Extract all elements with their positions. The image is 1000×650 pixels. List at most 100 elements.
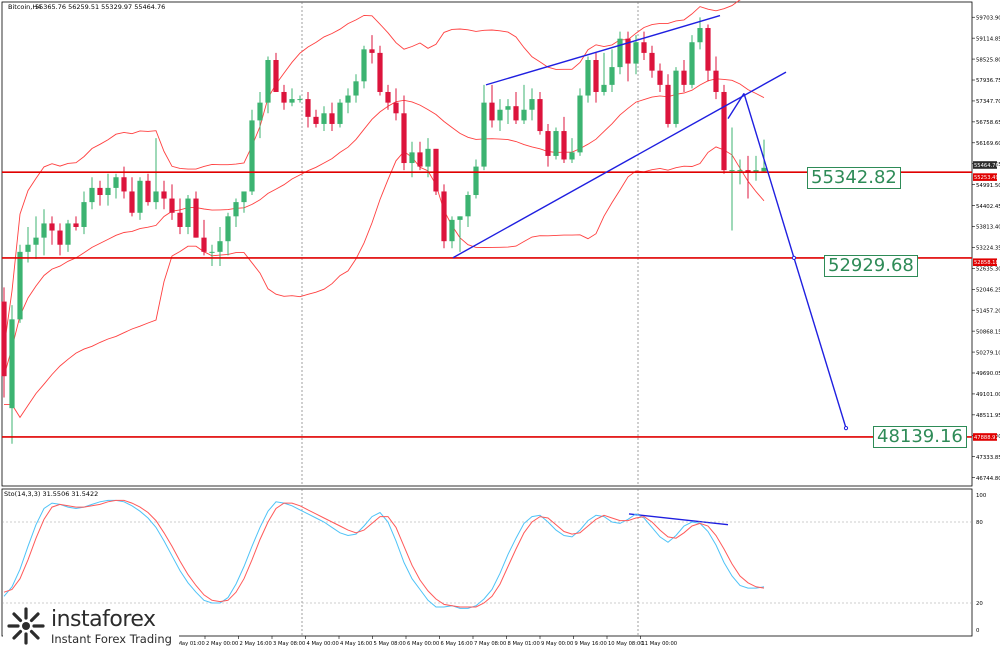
candle (209, 244, 215, 267)
candle (273, 52, 279, 92)
candle-body (505, 106, 511, 110)
candle-body (721, 91, 727, 171)
channel-upper-trendline (485, 14, 721, 86)
candle (545, 123, 551, 167)
candle-body (385, 91, 391, 103)
candle (57, 223, 63, 256)
candle (497, 99, 503, 132)
candle-body (17, 251, 23, 320)
candle-body (361, 49, 367, 82)
candle-body (129, 191, 135, 213)
current-price-tag-bg (973, 161, 997, 169)
price-tick-label: 57347.70 (976, 99, 1000, 105)
candle-body (633, 42, 639, 64)
candle-body (665, 84, 671, 124)
candle (401, 95, 407, 171)
time-tick-label: 6 May 00:00 (407, 641, 439, 647)
candle-body (321, 113, 327, 124)
candle (649, 45, 655, 78)
candle-body (297, 99, 303, 101)
oscillator-label: Sto(14,3,3) 31.5506 31.5422 (4, 490, 98, 498)
candle (305, 91, 311, 128)
candle-body (337, 102, 343, 124)
candle (337, 99, 343, 128)
price-tick-label: 50868.15 (976, 329, 1000, 335)
candle-body (409, 152, 415, 164)
candle (417, 141, 423, 171)
candle-body (577, 95, 583, 153)
candle (425, 138, 431, 178)
time-tick-label: 5 May 08:00 (374, 641, 406, 647)
bollinger-lower-band (4, 146, 765, 419)
candle-body (649, 52, 655, 71)
candle (633, 35, 639, 75)
time-tick-label: 9 May 16:00 (575, 641, 607, 647)
stochastic-signal-line (3, 499, 765, 608)
candle-body (177, 212, 183, 227)
candle-body (705, 28, 711, 71)
candle (609, 49, 615, 92)
candle (353, 74, 359, 103)
candle-body (737, 170, 743, 172)
candle (169, 184, 175, 220)
candle-body (41, 223, 47, 238)
candle-body (537, 99, 543, 132)
candle-body (233, 202, 239, 217)
candle-body (553, 131, 559, 156)
candle (681, 60, 687, 92)
candle (409, 141, 415, 178)
bollinger-bands (3, 0, 765, 419)
candle-body (369, 49, 375, 53)
candle-body (305, 99, 311, 117)
candle (65, 219, 71, 252)
projection-leg (793, 257, 847, 429)
candle-body (153, 191, 159, 203)
candle (577, 88, 583, 156)
candle (41, 209, 47, 256)
candle (521, 84, 527, 124)
price-tick-label: 49101.00 (976, 392, 1000, 398)
candle-body (473, 166, 479, 196)
horizontal-levels (2, 171, 972, 438)
candle-body (193, 198, 199, 238)
candle-body (489, 102, 495, 121)
candle-body (225, 216, 231, 242)
price-tick-label: 59114.85 (976, 36, 1000, 42)
stochastic-divergence-line (628, 513, 729, 526)
candle-body (425, 148, 431, 167)
candle-body (57, 230, 63, 245)
candle-body (417, 152, 423, 167)
main-panel-frame (1, 1, 973, 487)
candle (313, 109, 319, 128)
candle-body (121, 177, 127, 192)
candle-body (529, 99, 535, 110)
candle-body (377, 52, 383, 92)
candle (537, 91, 543, 135)
time-tick-label: 1 May 01:00 (173, 641, 205, 647)
candle (761, 139, 767, 173)
target-level-label: 48139.16 (873, 426, 967, 448)
channel-lower-trendline (452, 71, 787, 259)
price-tick-label: 56758.65 (976, 120, 1000, 126)
candle (225, 212, 231, 256)
candle-body (33, 237, 39, 245)
candle (553, 127, 559, 160)
price-tick-label: 56169.60 (976, 141, 1000, 147)
candle (729, 127, 735, 231)
price-tick-label: 52046.25 (976, 287, 1000, 293)
instaforex-logo-icon (7, 607, 45, 645)
candle-body (97, 187, 103, 196)
candle (561, 116, 567, 164)
candle-body (617, 38, 623, 68)
candle-body (81, 202, 87, 227)
candle-body (329, 113, 335, 124)
candle-body (441, 191, 447, 242)
candle-body (113, 177, 119, 188)
price-tick-label: 59703.90 (976, 15, 1000, 21)
candle (393, 88, 399, 121)
candle-body (89, 187, 95, 203)
support-level-label: 52929.68 (824, 255, 918, 277)
candle (17, 244, 23, 323)
